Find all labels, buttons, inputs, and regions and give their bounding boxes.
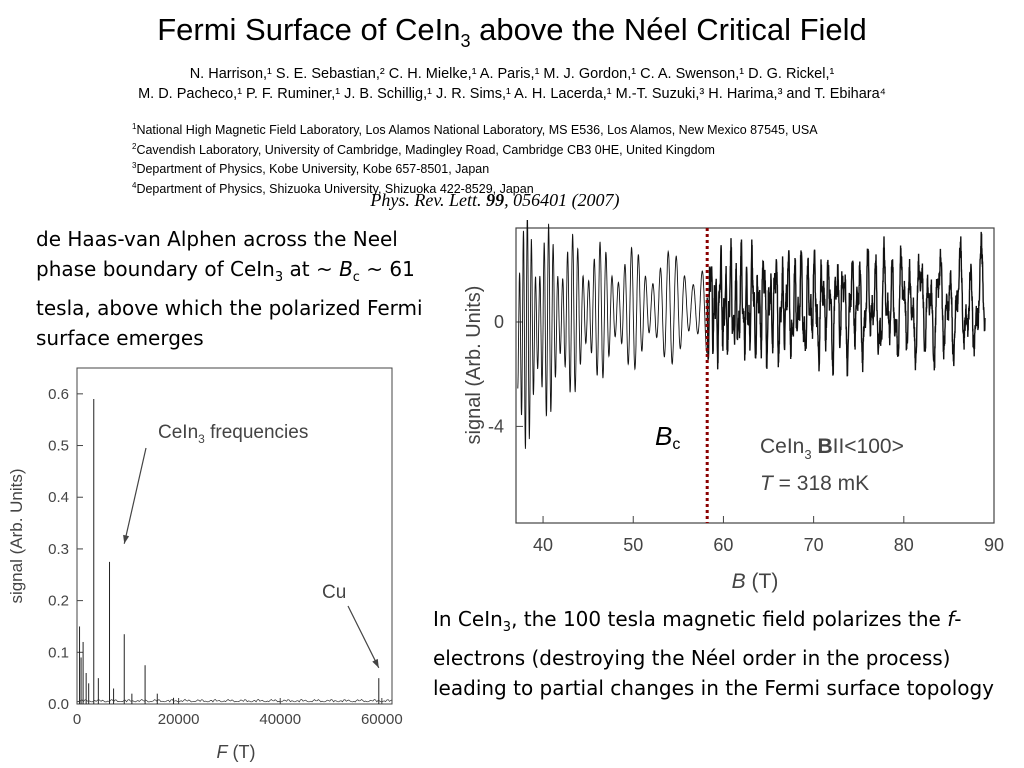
dhva-trace-high-field [706, 231, 986, 377]
authors-line-1: N. Harrison,¹ S. E. Sebastian,² C. H. Mi… [189, 66, 835, 82]
dhva-ytick-label: 0 [494, 312, 504, 332]
field-description: In CeIn3, the 100 tesla magnetic field p… [433, 607, 995, 700]
dhva-xtick-label: 80 [894, 535, 914, 555]
dhva-plot-frame [515, 227, 995, 524]
fft-annotation-cu: Cu [322, 582, 346, 603]
fft-ytick-label: 0.4 [48, 489, 69, 506]
fft-ytick-label: 0.1 [48, 644, 69, 661]
author-list: N. Harrison,¹ S. E. Sebastian,² C. H. Mi… [20, 64, 1004, 104]
dhva-xtick-label: 60 [713, 535, 733, 555]
affiliations: 1National High Magnetic Field Laboratory… [132, 119, 992, 198]
fft-xtick-label: 20000 [158, 711, 200, 728]
dhva-ylabel: signal (Arb. Units) [463, 286, 485, 445]
fft-annotation-cein3-arrow [123, 447, 147, 544]
critical-field-label: Bc [655, 421, 680, 453]
fft-xtick-label: 60000 [361, 711, 403, 728]
dhva-xtick-label: 90 [984, 535, 1004, 555]
fft-ytick-label: 0.3 [48, 541, 69, 558]
dhva-xtick-label: 40 [533, 535, 553, 555]
dhva-xtick-label: 70 [804, 535, 824, 555]
fft-ytick-label: 0.0 [48, 696, 69, 713]
fft-annotation-cein3: CeIn3 frequencies [158, 422, 308, 446]
dhva-ytick-label: -4 [488, 416, 504, 436]
fft-xlabel: F (T) [217, 742, 256, 762]
dhva-legend-temperature: T = 318 mK [760, 472, 869, 495]
fft-xtick-label: 0 [73, 711, 81, 728]
dhva-legend-material: CeIn3 BII<100> [760, 435, 904, 462]
paper-title: Fermi Surface of CeIn3 above the Néel Cr… [157, 12, 867, 52]
dhva-description: de Haas-van Alphen across the Neel phase… [36, 227, 423, 350]
authors-line-2: M. D. Pacheco,¹ P. F. Ruminer,¹ J. B. Sc… [138, 86, 886, 102]
fft-annotation-cu-arrow [347, 605, 380, 669]
fft-arrowhead-cu [372, 658, 379, 668]
affiliation-4: 4Department of Physics, Shizuoka Univers… [132, 180, 534, 197]
fft-arrowhead-cein3 [123, 534, 130, 544]
affiliation-2: 2Cavendish Laboratory, University of Cam… [132, 141, 715, 157]
affiliation-1: 1National High Magnetic Field Laboratory… [132, 122, 818, 138]
dhva-xlabel: B (T) [732, 570, 779, 593]
fft-plot-frame [76, 367, 393, 705]
fft-ylabel: signal (Arb. Units) [7, 468, 26, 603]
fft-ytick-label: 0.6 [48, 386, 69, 403]
fft-baseline [76, 698, 393, 703]
fft-xtick-label: 40000 [259, 711, 301, 728]
dhva-signal-chart: 40 50 60 70 80 90 0 -4 Bc CeIn3 BII<100> T = 31… [463, 220, 1004, 593]
fft-spectrum-chart: 0 20000 40000 60000 0.0 0.1 0.2 0.3 0.4 0.5 0.6 Ce… [7, 367, 403, 762]
dhva-trace-low-field [517, 220, 708, 449]
affiliation-3: 3Department of Physics, Kobe University,… [132, 161, 490, 177]
fft-ytick-label: 0.2 [48, 593, 69, 610]
dhva-xtick-label: 50 [623, 535, 643, 555]
journal-citation: Phys. Rev. Lett. 99, 056401 (2007) [370, 190, 620, 210]
fft-ytick-label: 0.5 [48, 438, 69, 455]
